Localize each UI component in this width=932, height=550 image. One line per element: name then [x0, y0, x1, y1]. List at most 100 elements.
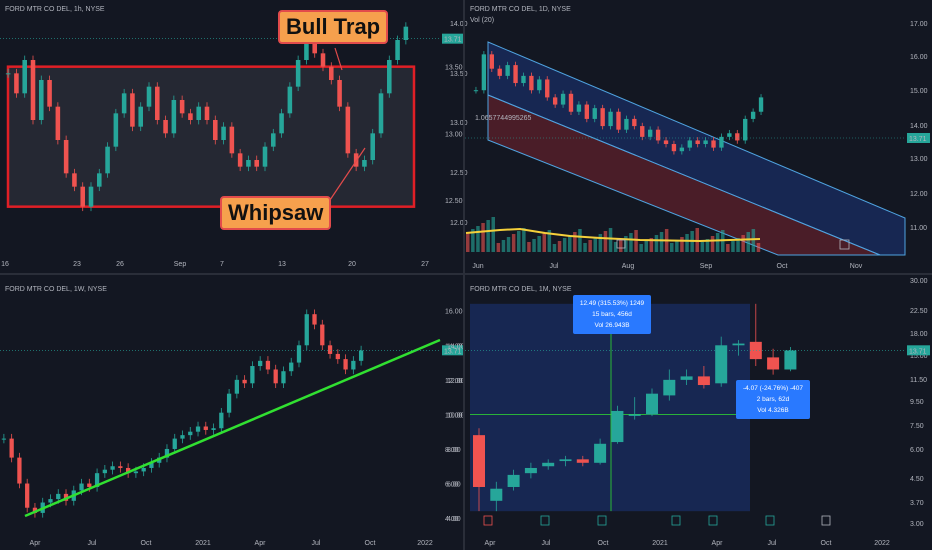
- pane-1h-candle: [204, 106, 210, 120]
- pane-1d-candle: [521, 75, 526, 84]
- pane-1d-y-tick-left: 12.50: [450, 170, 468, 177]
- pane-1w-candle: [48, 499, 53, 503]
- measure-down-line-2: 2 bars, 62d: [756, 396, 790, 403]
- pane-1w-candle: [351, 360, 356, 370]
- pane-1d-x-tick: Jul: [550, 263, 559, 270]
- pane-1h-y-tick: 13.50: [445, 65, 463, 72]
- pane-1h-candle: [370, 133, 375, 160]
- pane-1d-y-tick-left: 13.50: [450, 71, 468, 78]
- pane-1d-candle: [545, 79, 550, 98]
- pane-1w-x-tick: Oct: [141, 540, 152, 547]
- volume-bar: [578, 229, 582, 252]
- pane-1d-y-tick-right: 11.00: [910, 225, 927, 232]
- pane-1m-y-tick-left: 12.00: [447, 378, 465, 385]
- volume-bar: [731, 241, 735, 252]
- pane-1w-candle: [219, 412, 224, 429]
- pane-1d-candle: [735, 133, 740, 141]
- measure-up-line-3: Vol 26.943B: [594, 322, 630, 329]
- pane-1d-candle: [703, 140, 708, 145]
- pane-1h-candle: [138, 106, 143, 127]
- pane-1m-candle: [542, 462, 555, 467]
- pane-1d-candle: [608, 111, 613, 127]
- pane-1w-candle: [110, 466, 115, 470]
- measure-down-line-3: Vol 4.326B: [757, 407, 789, 414]
- pane-1w-candle: [1, 438, 7, 440]
- pane-1m-y-tick-left: 14.00: [447, 343, 465, 350]
- pane-1h-x-tick: Sep: [174, 261, 187, 268]
- pane-1h-candle: [55, 106, 61, 140]
- pane-1h-price-tag: [442, 33, 463, 44]
- pane-1w-candle: [180, 435, 185, 439]
- pane-1w-y-tick: 6.00: [445, 482, 459, 489]
- volume-bar: [639, 244, 643, 252]
- pane-1w-candle: [343, 359, 348, 370]
- pane-1h-candle: [130, 93, 135, 127]
- pane-1m-y-tick-right: 6.00: [910, 447, 924, 454]
- pane-1w-candle: [273, 369, 278, 384]
- volume-bar: [654, 235, 659, 252]
- volume-bar: [675, 240, 679, 252]
- pane-1h-y-tick: 13.00: [445, 131, 463, 138]
- pane-1d-price-label: 13.71: [909, 136, 927, 143]
- pane-1d-candle: [473, 90, 479, 92]
- pane-1d-y-tick-left: 12.00: [450, 220, 468, 227]
- pane-1w-candle: [133, 471, 139, 474]
- volume-bar: [501, 240, 506, 252]
- pane-1w-x-tick: 2022: [417, 540, 433, 547]
- pane-1w-candle: [102, 469, 107, 474]
- volume-bar: [471, 229, 475, 252]
- pane-1h-candle: [320, 53, 326, 67]
- volume-bar: [649, 238, 654, 252]
- event-marker: [597, 515, 607, 526]
- volume-bar: [598, 234, 603, 252]
- pane-1m-y-tick-right: 7.50: [910, 423, 924, 430]
- pane-1m-candle: [559, 459, 572, 462]
- pane-1m-candle: [611, 410, 624, 443]
- pane-1w-y-tick: 10.00: [445, 412, 463, 419]
- pane-1h-candle: [179, 100, 185, 114]
- earnings-marker: [616, 239, 626, 249]
- upper-channel: [487, 41, 906, 256]
- pane-1w-candle: [320, 324, 325, 346]
- pane-1d-x-tick: Sep: [700, 263, 713, 270]
- volume-bar: [522, 228, 526, 252]
- pane-1m-y-tick-right: 22.50: [910, 308, 928, 315]
- event-marker: [540, 515, 550, 526]
- volume-bar: [685, 234, 689, 252]
- event-marker: [765, 515, 775, 526]
- pane-1d-y-tick-right: 12.00: [910, 191, 928, 198]
- pane-1h-candle: [39, 80, 44, 120]
- pane-1w-candle: [304, 314, 309, 346]
- pane-1m-y-tick-left: 8.00: [447, 447, 461, 454]
- volume-bar: [670, 243, 674, 252]
- pane-1d-title: FORD MTR CO DEL, 1D, NYSE: [470, 6, 571, 13]
- pane-1d-candle: [489, 54, 494, 69]
- pane-1h-candle: [221, 126, 226, 140]
- pane-1w-candle: [56, 493, 61, 500]
- pane-1h-candle: [14, 73, 19, 94]
- volume-ma-line: [465, 227, 761, 243]
- volume-bar: [557, 241, 562, 252]
- pane-1h-candle: [47, 80, 52, 107]
- pane-1m-candle: [576, 459, 589, 463]
- pane-1h-candle: [287, 86, 293, 114]
- volume-bar: [705, 239, 710, 252]
- pane-1h-candle: [312, 40, 317, 54]
- pane-1d-candle: [616, 111, 621, 130]
- volume-bar: [486, 220, 490, 252]
- pane-1d-candle: [552, 97, 558, 105]
- measure-down-line-1: -4.07 (-24.76%) -407: [743, 385, 803, 392]
- pane-1d-x-tick: Jun: [472, 263, 483, 270]
- volume-bar: [629, 233, 633, 252]
- pane-1h-candle: [30, 60, 36, 120]
- pane-1h-candle: [72, 173, 77, 187]
- pane-1h-candle: [262, 146, 268, 167]
- pane-1w-x-tick: Apr: [255, 540, 267, 547]
- pane-1h-y-tick: 12.50: [445, 198, 463, 205]
- pane-1h-price-label: 13.71: [444, 37, 462, 44]
- volume-bar: [756, 243, 761, 252]
- pane-1h-candle: [155, 86, 160, 120]
- volume-bar: [644, 241, 648, 252]
- pane-1w-candle: [79, 483, 84, 491]
- pane-1m-x-tick: Apr: [712, 540, 724, 547]
